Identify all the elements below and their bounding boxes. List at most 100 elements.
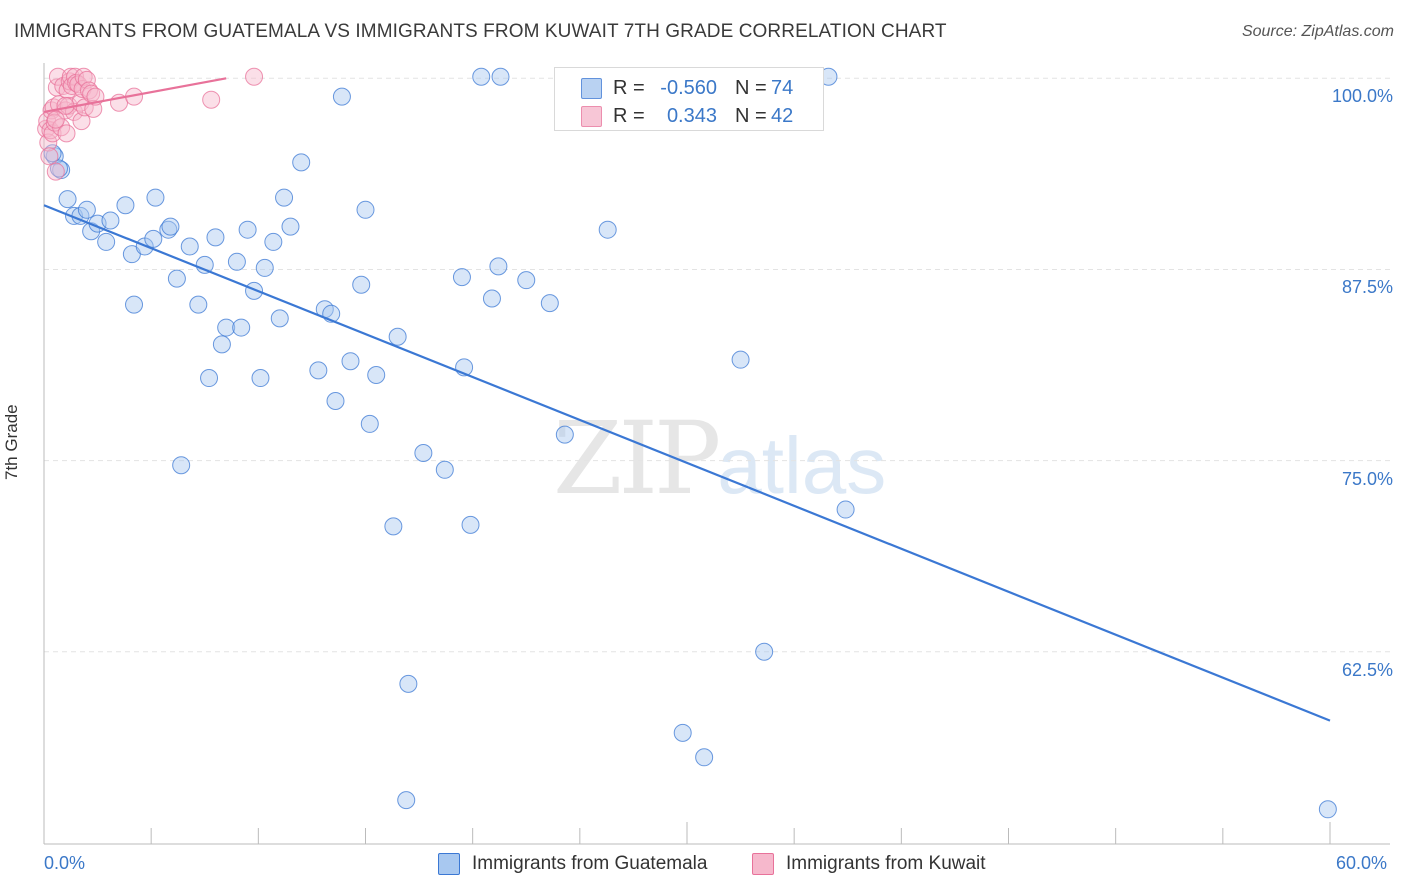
guatemala-point: [189, 295, 208, 314]
guatemala-point: [356, 200, 375, 219]
guatemala-point: [435, 460, 454, 479]
guatemala-point: [836, 500, 855, 519]
kuwait-point: [46, 110, 65, 129]
guatemala-point: [144, 229, 163, 248]
guatemala-point: [275, 188, 294, 207]
guatemala-point: [352, 275, 371, 294]
kuwait-point: [40, 147, 59, 166]
guatemala-point: [116, 196, 135, 215]
guatemala-point: [270, 309, 289, 328]
guatemala-point: [341, 352, 360, 371]
kuwait-point: [77, 70, 96, 89]
guatemala-point: [397, 791, 416, 810]
guatemala-swatch: [581, 78, 602, 99]
guatemala-point: [414, 443, 433, 462]
guatemala-point: [755, 642, 774, 661]
x-tick-label-min: 0.0%: [44, 853, 86, 873]
y-tick-label: 100.0%: [1331, 86, 1393, 107]
r-value: 0.343: [666, 105, 717, 127]
r-label: R =: [613, 77, 645, 99]
watermark-atlas: atlas: [717, 421, 887, 510]
kuwait-point: [46, 162, 65, 181]
guatemala-point: [292, 153, 311, 172]
kuwait-swatch: [581, 106, 602, 127]
kuwait-point: [72, 112, 91, 131]
guatemala-point: [367, 365, 386, 384]
n-value: 74: [771, 77, 794, 99]
guatemala-point: [125, 295, 144, 314]
guatemala-point: [482, 289, 501, 308]
guatemala-point: [264, 232, 283, 251]
guatemala-point: [598, 220, 617, 239]
guatemala-point: [384, 517, 403, 536]
guatemala-point: [50, 159, 69, 178]
guatemala-point: [695, 748, 714, 767]
guatemala-point: [326, 391, 345, 410]
guatemala-point: [491, 67, 510, 86]
stats-legend: R = -0.560 N = 74 R = 0.343 N = 42: [554, 67, 824, 131]
guatemala-point: [159, 220, 178, 239]
guatemala-point: [1318, 800, 1337, 819]
y-tick-label: 62.5%: [1341, 659, 1393, 680]
guatemala-point: [472, 67, 491, 86]
guatemala-trend-line: [43, 204, 1331, 722]
legend-swatch-guatemala: [438, 853, 460, 875]
axes: [43, 63, 1390, 845]
n-label: N =: [735, 77, 767, 99]
r-value: -0.560: [660, 77, 717, 99]
guatemala-point: [399, 674, 418, 693]
guatemala-point: [238, 220, 257, 239]
kuwait-trend-line: [43, 77, 227, 114]
legend-label-kuwait: Immigrants from Kuwait: [786, 853, 986, 874]
guatemala-point: [555, 425, 574, 444]
guatemala-point: [217, 318, 236, 337]
stats-row-guatemala: R = -0.560 N = 74: [555, 73, 823, 101]
guatemala-point: [388, 327, 407, 346]
guatemala-point: [461, 515, 480, 534]
guatemala-point: [540, 294, 559, 313]
y-tick-label: 87.5%: [1341, 277, 1393, 298]
kuwait-point: [57, 124, 76, 143]
guatemala-point: [58, 190, 77, 209]
grid-lines: [44, 77, 1390, 653]
stats-row-kuwait: R = 0.343 N = 42: [555, 101, 823, 129]
legend-swatch-kuwait: [752, 853, 774, 875]
guatemala-point: [251, 369, 270, 388]
source-label: Source: ZipAtlas.com: [1241, 23, 1394, 40]
guatemala-point: [673, 723, 692, 742]
guatemala-point: [172, 456, 191, 475]
kuwait-point: [245, 67, 264, 86]
guatemala-point: [232, 318, 251, 337]
guatemala-point: [489, 257, 508, 276]
guatemala-point: [146, 188, 165, 207]
guatemala-point: [360, 414, 379, 433]
guatemala-point: [43, 144, 62, 163]
guatemala-point: [731, 350, 750, 369]
n-label: N =: [735, 105, 767, 127]
guatemala-point: [77, 200, 96, 219]
data-points: [37, 67, 1337, 819]
watermark: ZIPatlas: [553, 400, 886, 517]
n-value: 42: [771, 105, 794, 127]
y-tick-label: 75.0%: [1341, 468, 1393, 489]
guatemala-point: [517, 271, 536, 290]
kuwait-point: [74, 67, 93, 86]
guatemala-point: [167, 269, 186, 288]
guatemala-point: [212, 335, 231, 354]
guatemala-point: [227, 252, 246, 271]
guatemala-point: [452, 268, 471, 287]
guatemala-point: [309, 361, 328, 380]
guatemala-point: [200, 369, 219, 388]
trend-lines: [43, 77, 1331, 722]
guatemala-point: [97, 232, 116, 251]
kuwait-point: [202, 90, 221, 109]
guatemala-point: [281, 217, 300, 236]
guatemala-point: [101, 211, 120, 230]
guatemala-point: [180, 237, 199, 256]
r-label: R =: [613, 105, 645, 127]
guatemala-point: [255, 258, 274, 277]
guatemala-point: [332, 87, 351, 106]
chart-title: IMMIGRANTS FROM GUATEMALA VS IMMIGRANTS …: [14, 21, 947, 42]
x-tick-label-max: 60.0%: [1336, 853, 1388, 873]
